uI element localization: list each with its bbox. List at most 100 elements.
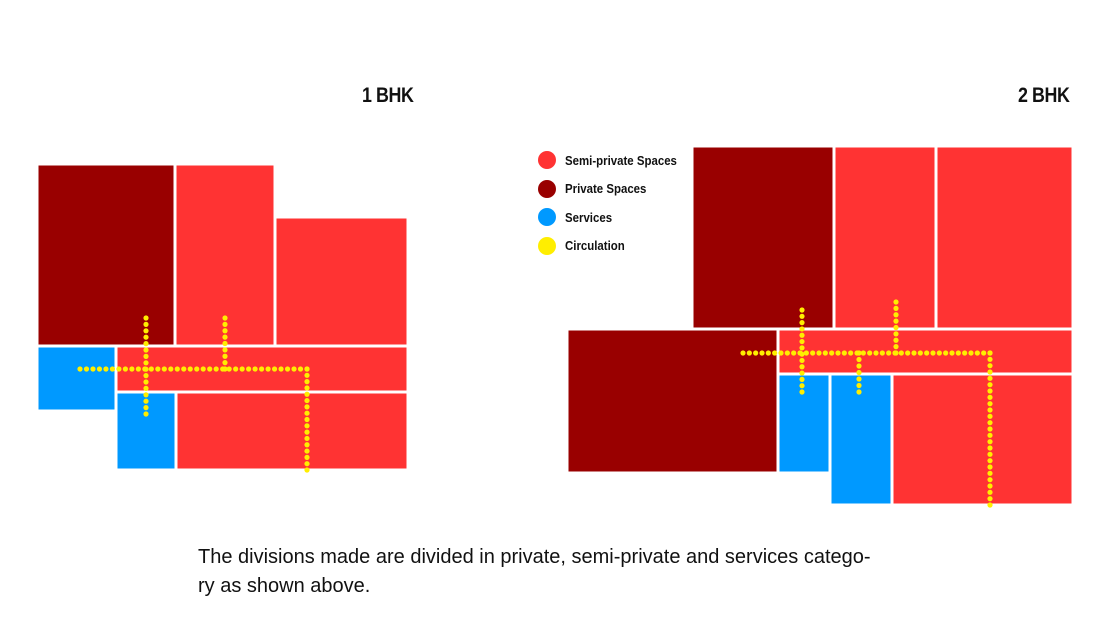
circulation-dot [304, 372, 310, 378]
circulation-dot [96, 366, 103, 372]
circulation-dot [252, 366, 258, 372]
circulation-dot [143, 385, 149, 391]
circulation-dot [943, 350, 949, 356]
circulation-dot [143, 334, 149, 340]
circulation-dot [143, 347, 149, 353]
circulation-dot [987, 388, 993, 394]
circulation-dot [987, 413, 993, 419]
circulation-dot [799, 326, 805, 332]
circulation-dot [856, 382, 862, 389]
circulation-dot [207, 366, 213, 372]
circulation-dot [886, 350, 892, 356]
circulation-dot [271, 366, 278, 372]
circulation-dot [161, 366, 167, 372]
circulation-dot [226, 366, 232, 372]
circulation-dot [987, 350, 993, 356]
circulation-dot [759, 350, 765, 356]
circulation-dot [90, 366, 96, 372]
circulation-dot [259, 366, 265, 372]
circulation-dot [987, 363, 993, 369]
circulation-dot [168, 366, 174, 372]
circulation-dot [143, 360, 149, 366]
semi-private-room [174, 390, 410, 472]
circulation-dot [103, 366, 109, 372]
circulation-dot [143, 411, 149, 417]
circulation-dot [246, 366, 252, 372]
circulation-dot [143, 315, 149, 321]
circulation-dot [856, 356, 862, 363]
circulation-path-2bhk [740, 299, 993, 508]
private-room [35, 162, 177, 348]
circulation-dot [304, 429, 310, 435]
circulation-dot [799, 338, 805, 345]
circulation-dot [740, 350, 746, 356]
circulation-dot [856, 389, 862, 395]
legend-label: Private Spaces [565, 181, 647, 197]
circulation-dot [987, 477, 993, 483]
circulation-dot [987, 489, 993, 495]
circulation-dot [143, 398, 149, 404]
circulation-dot [987, 407, 993, 413]
circulation-dot [799, 383, 805, 389]
circulation-dot [987, 432, 993, 438]
circulation-dot [987, 382, 993, 388]
circulation-dot [848, 350, 854, 356]
circulation-dot [893, 324, 899, 331]
circulation-dot [222, 353, 228, 359]
circulation-dot [200, 366, 206, 372]
circulation-dot [129, 366, 135, 372]
circulation-dot [143, 392, 149, 398]
circulation-dot [987, 426, 993, 432]
circulation-dot [873, 350, 879, 356]
circulation-dot [867, 350, 873, 356]
circulation-dot [304, 385, 310, 391]
circulation-dot [879, 350, 885, 356]
circulation-dot [143, 341, 149, 347]
circulation-dot [222, 366, 228, 372]
legend-label: Circulation [565, 238, 625, 254]
circulation-dot [816, 350, 822, 356]
circulation-dot [753, 350, 759, 356]
circulation-dot [829, 350, 835, 356]
circulation-dot [799, 320, 805, 326]
circulation-dot [905, 350, 911, 356]
circulation-dot [860, 350, 866, 356]
circulation-dot [143, 405, 149, 411]
circulation-dot [116, 366, 122, 372]
circulation-dot [143, 328, 149, 334]
circulation-dot [304, 423, 310, 429]
circulation-dot [799, 376, 805, 382]
legend-swatch [538, 236, 556, 255]
private-room [690, 144, 836, 331]
circulation-path-1bhk [77, 315, 310, 473]
circulation-dot [304, 442, 310, 448]
circulation-dot [799, 332, 805, 338]
legend-label: Semi-private Spaces [565, 152, 677, 168]
legend-label: Services [565, 209, 613, 225]
circulation-dot [799, 351, 805, 357]
circulation-dot [265, 366, 271, 372]
circulation-dot [987, 439, 993, 445]
circulation-dot [304, 454, 310, 460]
circulation-dot [799, 364, 805, 370]
legend-item-semi-private: Semi-private Spaces [538, 146, 692, 175]
circulation-dot [987, 394, 993, 400]
semi-private-room [934, 144, 1075, 331]
circulation-dot [77, 366, 83, 372]
legend-item-circulation: Circulation [538, 232, 692, 261]
legend-item-services: Services [538, 203, 692, 232]
service-room [776, 372, 832, 475]
circulation-dot [304, 435, 310, 442]
circulation-dot [856, 350, 862, 356]
circulation-dot [987, 451, 993, 457]
circulation-dot [955, 350, 961, 356]
circulation-dot [222, 347, 228, 353]
circulation-dot [981, 350, 987, 356]
circulation-dot [799, 357, 805, 364]
circulation-dot [304, 461, 310, 467]
circulation-dot [772, 350, 778, 356]
circulation-dot [949, 350, 955, 356]
circulation-dot [284, 366, 291, 372]
circulation-dot [893, 305, 899, 311]
circulation-dot [856, 376, 862, 382]
